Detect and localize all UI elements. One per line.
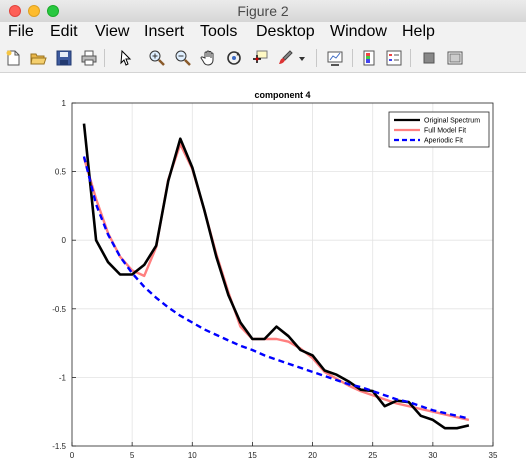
brush-dropdown-icon[interactable] [296, 47, 308, 69]
plot-area[interactable]: 0 5 10 15 20 25 30 35 -1.5 -1 -0.5 0 0.5 1 component … [0, 73, 526, 467]
x-tick-label: 30 [428, 451, 437, 460]
rotate-3d-icon[interactable] [223, 47, 245, 69]
x-tick-label: 35 [489, 451, 498, 460]
window-title-bar: Figure 2 [0, 0, 526, 23]
x-tick-label: 5 [130, 451, 135, 460]
hide-plot-tools-icon[interactable] [418, 47, 440, 69]
zoom-out-icon[interactable] [172, 47, 194, 69]
y-tick-label: 0.5 [55, 168, 67, 177]
menu-tools[interactable]: Tools [200, 23, 238, 40]
pan-hand-icon[interactable] [198, 47, 220, 69]
menu-edit[interactable]: Edit [50, 23, 78, 40]
link-plot-icon[interactable] [324, 47, 346, 69]
legend-label-full-model: Full Model Fit [424, 128, 466, 135]
brush-icon[interactable] [274, 47, 296, 69]
menu-help[interactable]: Help [402, 23, 435, 40]
print-icon[interactable] [78, 47, 100, 69]
y-tick-label: 0 [62, 236, 67, 245]
y-tick-label: -1 [59, 373, 67, 382]
menu-bar: File Edit View Insert Tools Desktop Wind… [0, 22, 526, 44]
menu-window[interactable]: Window [330, 23, 387, 40]
pointer-icon[interactable] [114, 47, 136, 69]
toolbar-separator [410, 49, 411, 67]
chart-title: component 4 [254, 90, 310, 100]
x-tick-label: 10 [188, 451, 197, 460]
data-cursor-icon[interactable] [249, 47, 271, 69]
toolbar-separator [352, 49, 353, 67]
y-tick-label: -1.5 [52, 442, 66, 451]
x-tick-label: 0 [70, 451, 75, 460]
menu-insert[interactable]: Insert [144, 23, 185, 40]
figure-toolbar [0, 44, 526, 73]
legend-label-original: Original Spectrum [424, 118, 480, 125]
zoom-in-icon[interactable] [146, 47, 168, 69]
open-file-icon[interactable] [27, 47, 49, 69]
colorbar-icon[interactable] [358, 47, 380, 69]
legend-label-aperiodic: Aperiodic Fit [424, 138, 463, 145]
save-icon[interactable] [53, 47, 75, 69]
toolbar-separator [316, 49, 317, 67]
show-plot-tools-icon[interactable] [444, 47, 466, 69]
maximize-window-button[interactable] [47, 5, 59, 17]
y-tick-label: -0.5 [52, 305, 66, 314]
new-figure-icon[interactable] [2, 47, 24, 69]
axes-box [71, 102, 494, 447]
legend[interactable]: Original Spectrum Full Model Fit Aperiod… [388, 111, 490, 148]
menu-view[interactable]: View [95, 23, 130, 40]
close-window-button[interactable] [9, 5, 21, 17]
menu-file[interactable]: File [8, 23, 34, 40]
series-line-aperiodic-fit [82, 156, 470, 420]
legend-icon[interactable] [383, 47, 405, 69]
minimize-window-button[interactable] [28, 5, 40, 17]
x-tick-label: 15 [248, 451, 257, 460]
series-line-full-model-fit [82, 142, 470, 422]
toolbar-separator [104, 49, 105, 67]
y-tick-label: 1 [62, 99, 67, 108]
x-tick-label: 25 [368, 451, 377, 460]
menu-desktop[interactable]: Desktop [256, 23, 315, 40]
x-tick-label: 20 [308, 451, 317, 460]
window-title: Figure 2 [237, 3, 289, 19]
